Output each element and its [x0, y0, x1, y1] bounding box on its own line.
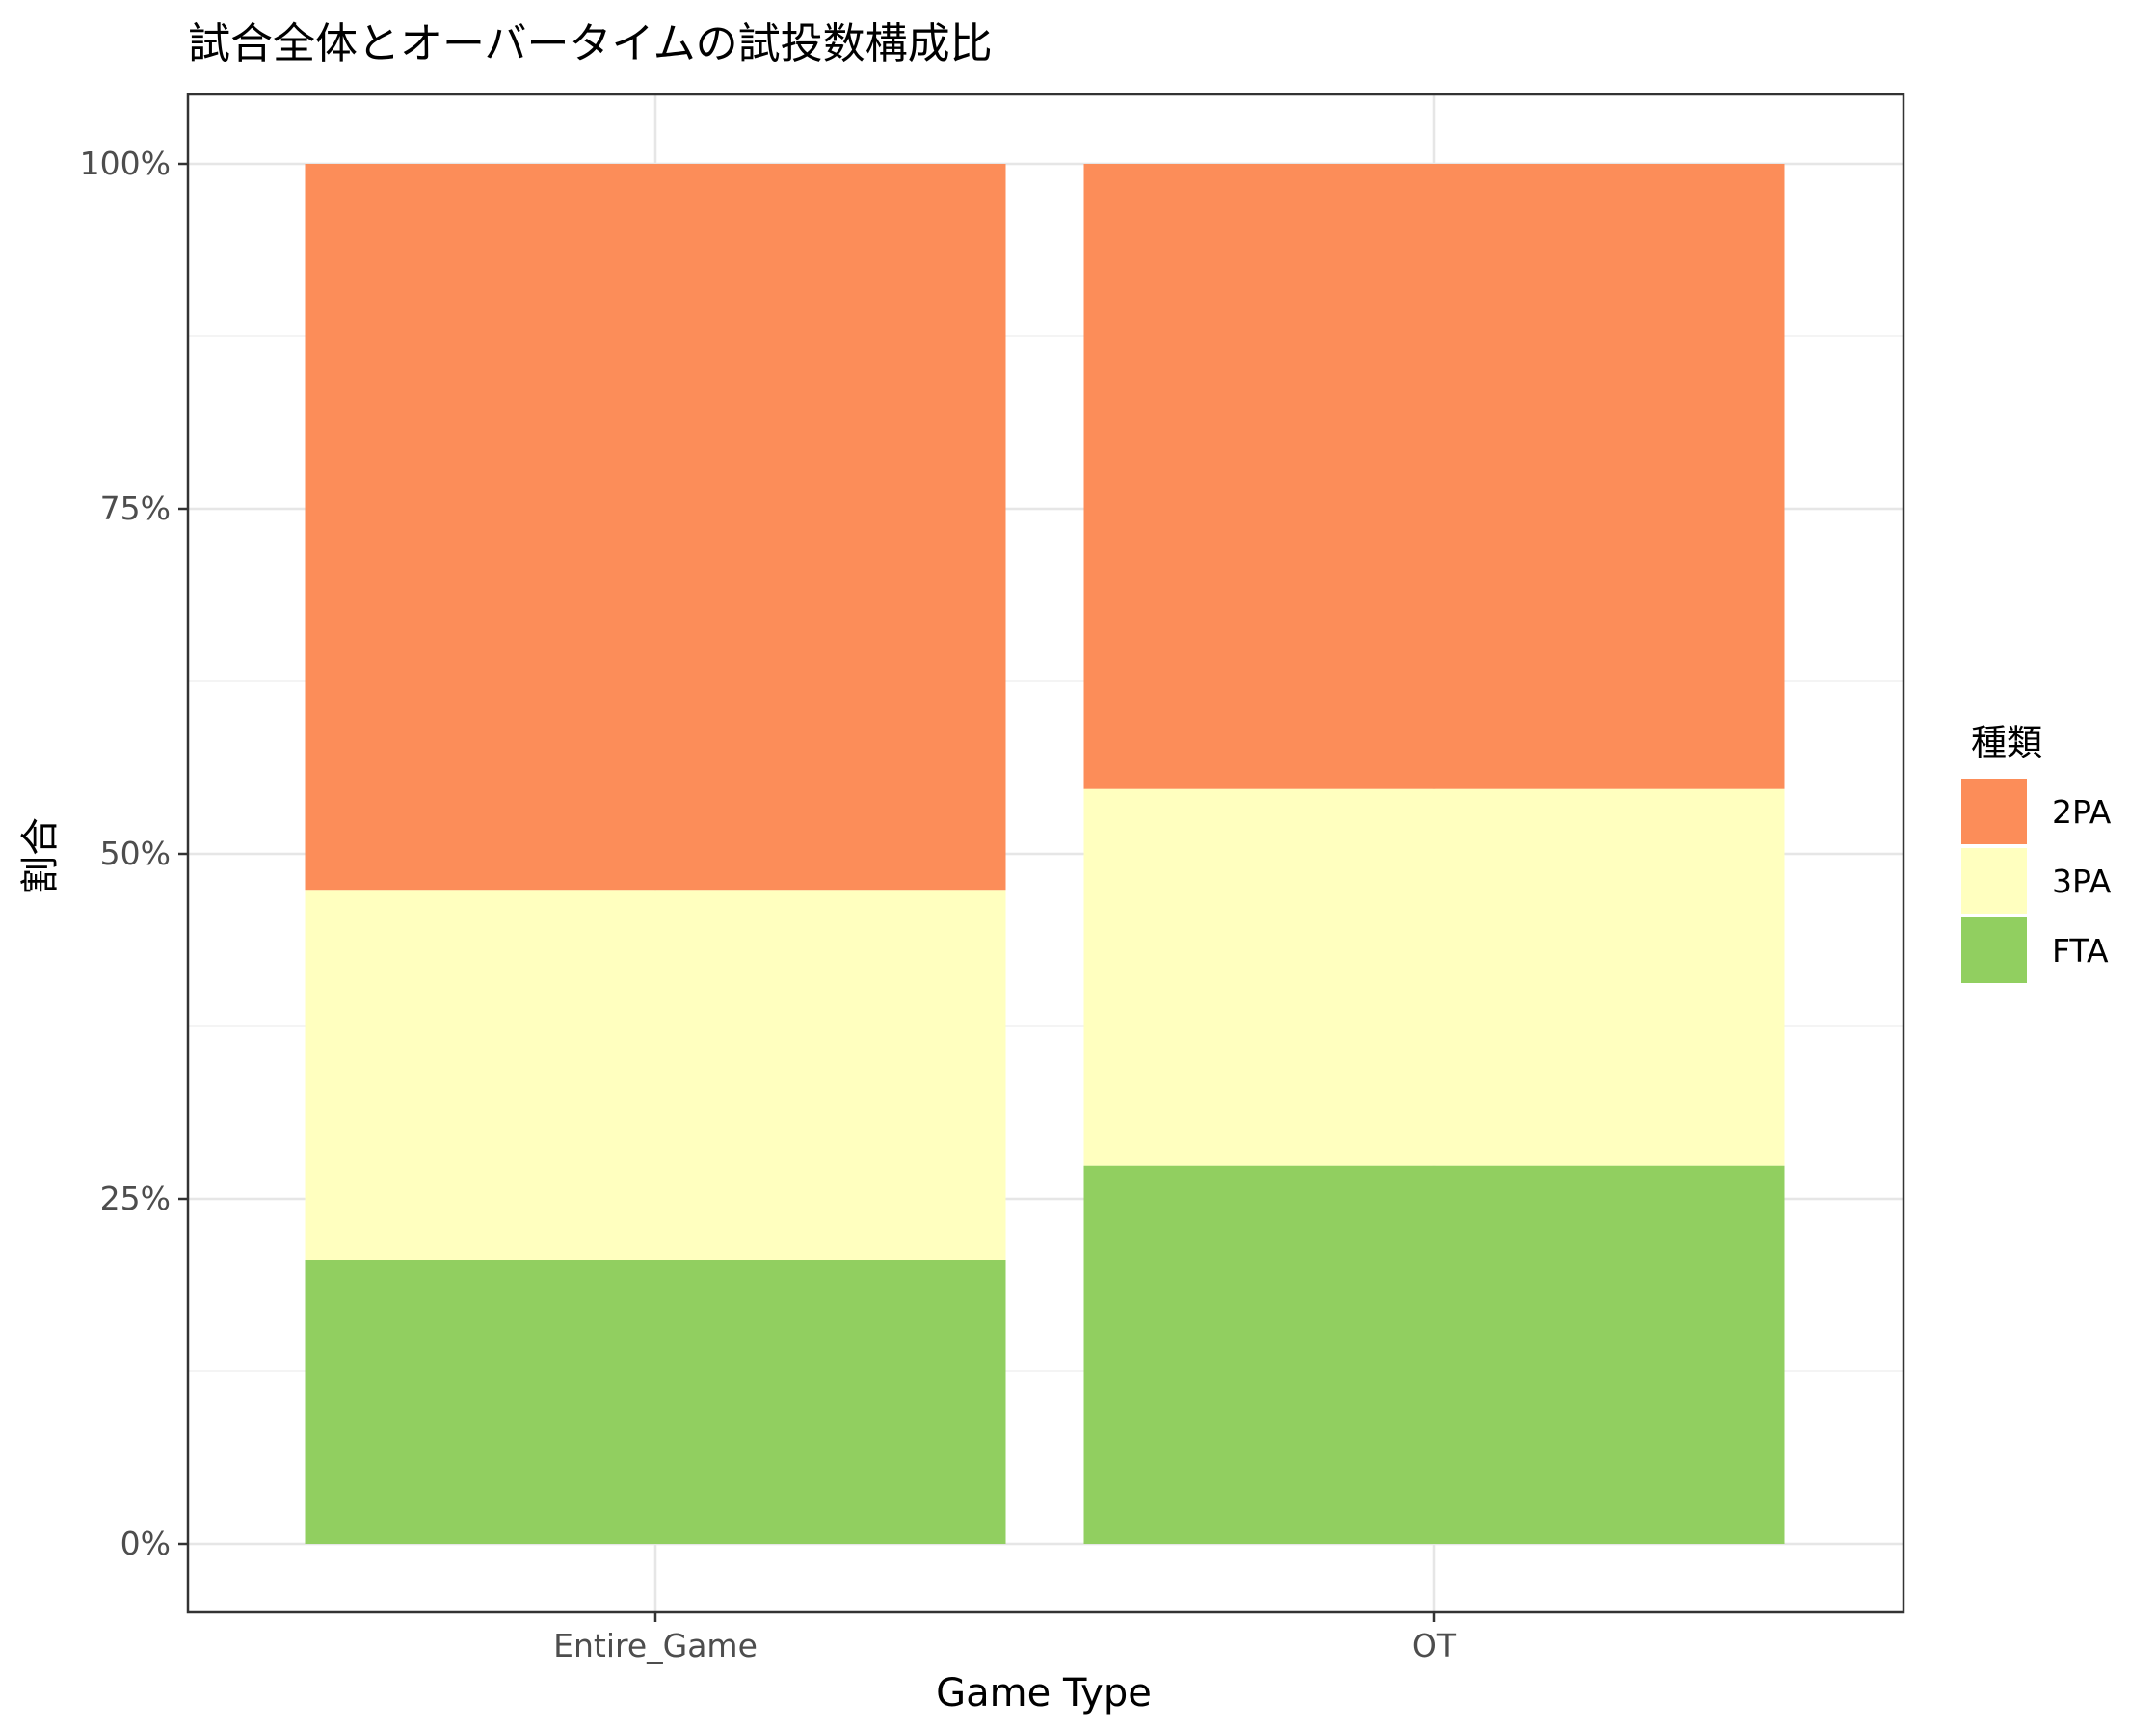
- legend-label-2pa: 2PA: [2052, 793, 2112, 831]
- legend: 種類 2PA 3PA FTA: [1961, 722, 2112, 983]
- bar-ot-3pa: [1083, 788, 1785, 1166]
- y-tick-label: 50%: [100, 835, 171, 872]
- bar-ot-fta: [1083, 1165, 1785, 1544]
- y-axis-title: 割合: [18, 817, 63, 894]
- bar-entire-game-3pa: [305, 890, 1006, 1261]
- legend-label-3pa: 3PA: [2052, 863, 2112, 900]
- legend-key-fta: [1961, 917, 2027, 983]
- bar-entire-game-2pa: [305, 164, 1006, 891]
- x-tick-label: Entire_Game: [553, 1627, 758, 1664]
- bar-entire-game-fta: [305, 1260, 1006, 1544]
- legend-key-3pa: [1961, 848, 2027, 914]
- x-axis-title: Game Type: [936, 1671, 1152, 1715]
- chart-title: 試合全体とオーバータイムの試投数構成比: [188, 19, 993, 68]
- y-tick-label: 100%: [80, 145, 171, 182]
- legend-label-fta: FTA: [2052, 932, 2109, 970]
- bar-ot-2pa: [1083, 164, 1785, 789]
- plot-area: 0% 25% 50% 75% 100% Entire_Game OT: [80, 93, 1905, 1664]
- y-tick-label: 25%: [100, 1180, 171, 1217]
- legend-key-2pa: [1961, 779, 2027, 844]
- y-tick-label: 0%: [120, 1525, 171, 1562]
- x-tick-label: OT: [1412, 1627, 1457, 1664]
- legend-title: 種類: [1971, 722, 2042, 763]
- y-tick-label: 75%: [100, 490, 171, 527]
